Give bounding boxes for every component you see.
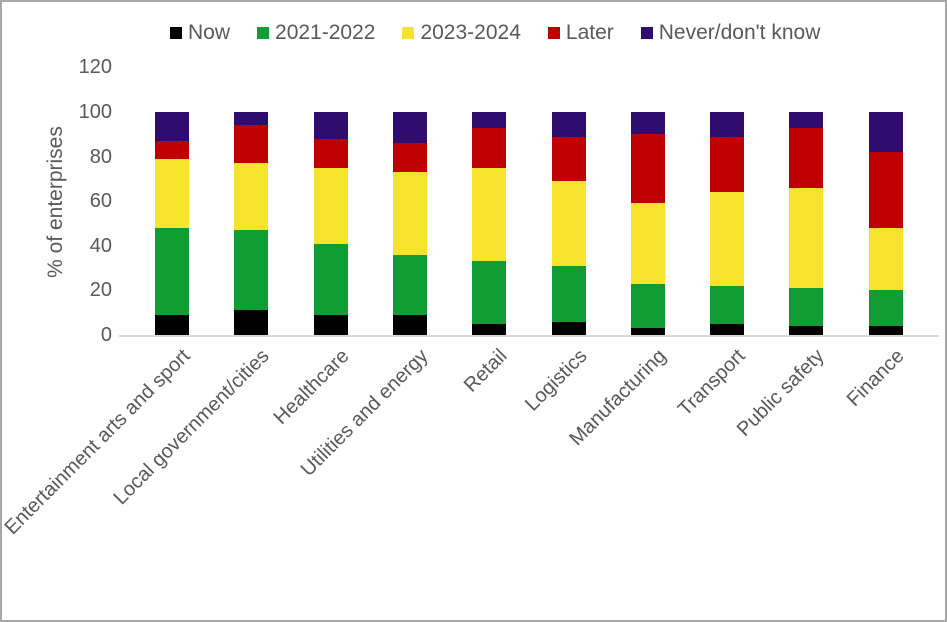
bar-segment bbox=[868, 326, 903, 335]
bar-segment bbox=[313, 167, 348, 244]
y-tick-label: 120 bbox=[78, 56, 112, 79]
bar-segment bbox=[155, 112, 189, 141]
bar-segment bbox=[710, 112, 745, 137]
y-tick-label: 60 bbox=[89, 190, 112, 213]
legend-swatch-icon bbox=[640, 27, 653, 39]
legend-item: Later bbox=[547, 20, 614, 46]
bar-segment bbox=[155, 140, 189, 159]
y-tick-label: 100 bbox=[78, 101, 112, 123]
bar-segment bbox=[234, 310, 269, 335]
bar-segment bbox=[630, 134, 665, 204]
x-category-label: Logistics bbox=[520, 345, 592, 416]
bar-segment bbox=[710, 285, 745, 324]
legend-item: 2021-2022 bbox=[257, 20, 375, 46]
y-tick-label: 0 bbox=[100, 324, 112, 346]
bar-segment bbox=[392, 112, 427, 144]
bar-segment bbox=[789, 112, 824, 128]
x-category-label: Retail bbox=[460, 345, 512, 397]
bar-segment bbox=[630, 203, 665, 284]
bar-segment bbox=[710, 323, 745, 335]
bar-segment bbox=[868, 290, 903, 327]
bar-segment bbox=[472, 261, 507, 324]
legend-label: 2021-2022 bbox=[275, 21, 376, 44]
bar-segment bbox=[472, 323, 507, 335]
bar-segment bbox=[868, 227, 903, 291]
legend-label: Never/don't know bbox=[658, 21, 821, 44]
bar-segment bbox=[472, 167, 507, 262]
legend-swatch-icon bbox=[547, 27, 560, 39]
bar-segment bbox=[551, 112, 586, 137]
x-category-label: Transport bbox=[674, 345, 750, 421]
legend-item: 2023-2024 bbox=[402, 20, 521, 46]
bar-segment bbox=[234, 163, 269, 231]
bar-segment bbox=[789, 288, 824, 327]
legend-label: Later bbox=[565, 21, 614, 44]
bar-segment bbox=[630, 328, 665, 335]
y-tick-label: 80 bbox=[89, 145, 112, 168]
bar-segment bbox=[313, 138, 348, 168]
y-tick-label: 20 bbox=[89, 279, 112, 302]
bar-segment bbox=[868, 112, 903, 153]
bar-segment bbox=[234, 230, 269, 311]
bar-segment bbox=[551, 136, 586, 182]
bar-segment bbox=[710, 136, 745, 193]
legend-label: 2023-2024 bbox=[420, 21, 521, 44]
bar-segment bbox=[392, 143, 427, 173]
bar-segment bbox=[551, 265, 586, 322]
bar-segment bbox=[789, 127, 824, 188]
bar-segment bbox=[630, 112, 665, 135]
bar-segment bbox=[392, 172, 427, 255]
chart-legend: Now 2021-2022 2023-2024 Later Never/don't kn… bbox=[170, 20, 820, 46]
legend-item: Now bbox=[170, 20, 230, 46]
bar-segment bbox=[472, 127, 507, 168]
legend-swatch-icon bbox=[170, 27, 182, 39]
bar-segment bbox=[392, 254, 427, 315]
x-category-label: Local government/cities bbox=[109, 345, 274, 510]
bar-segment bbox=[155, 227, 189, 315]
bar-segment bbox=[789, 187, 824, 289]
bar-segment bbox=[630, 283, 665, 329]
bar-segment bbox=[234, 112, 269, 126]
bar-segment bbox=[392, 314, 427, 335]
bar-segment bbox=[155, 314, 189, 335]
y-tick-label: 40 bbox=[89, 234, 112, 257]
bar-segment bbox=[313, 314, 348, 335]
legend-swatch-icon bbox=[402, 27, 415, 39]
bar-segment bbox=[551, 321, 586, 335]
bar-segment bbox=[155, 158, 189, 228]
x-category-label: Healthcare bbox=[269, 345, 354, 429]
bar-segment bbox=[710, 192, 745, 286]
bar-segment bbox=[868, 152, 903, 228]
x-axis-line bbox=[119, 335, 939, 337]
x-category-label: Finance bbox=[842, 345, 909, 411]
bar-segment bbox=[234, 125, 269, 164]
legend-swatch-icon bbox=[257, 27, 270, 39]
bar-segment bbox=[313, 243, 348, 315]
bar-segment bbox=[472, 112, 507, 128]
bar-segment bbox=[789, 326, 824, 335]
bar-segment bbox=[313, 112, 348, 139]
legend-label: Now bbox=[188, 21, 231, 44]
legend-item: Never/don't know bbox=[640, 20, 821, 46]
bar-segment bbox=[551, 181, 586, 266]
